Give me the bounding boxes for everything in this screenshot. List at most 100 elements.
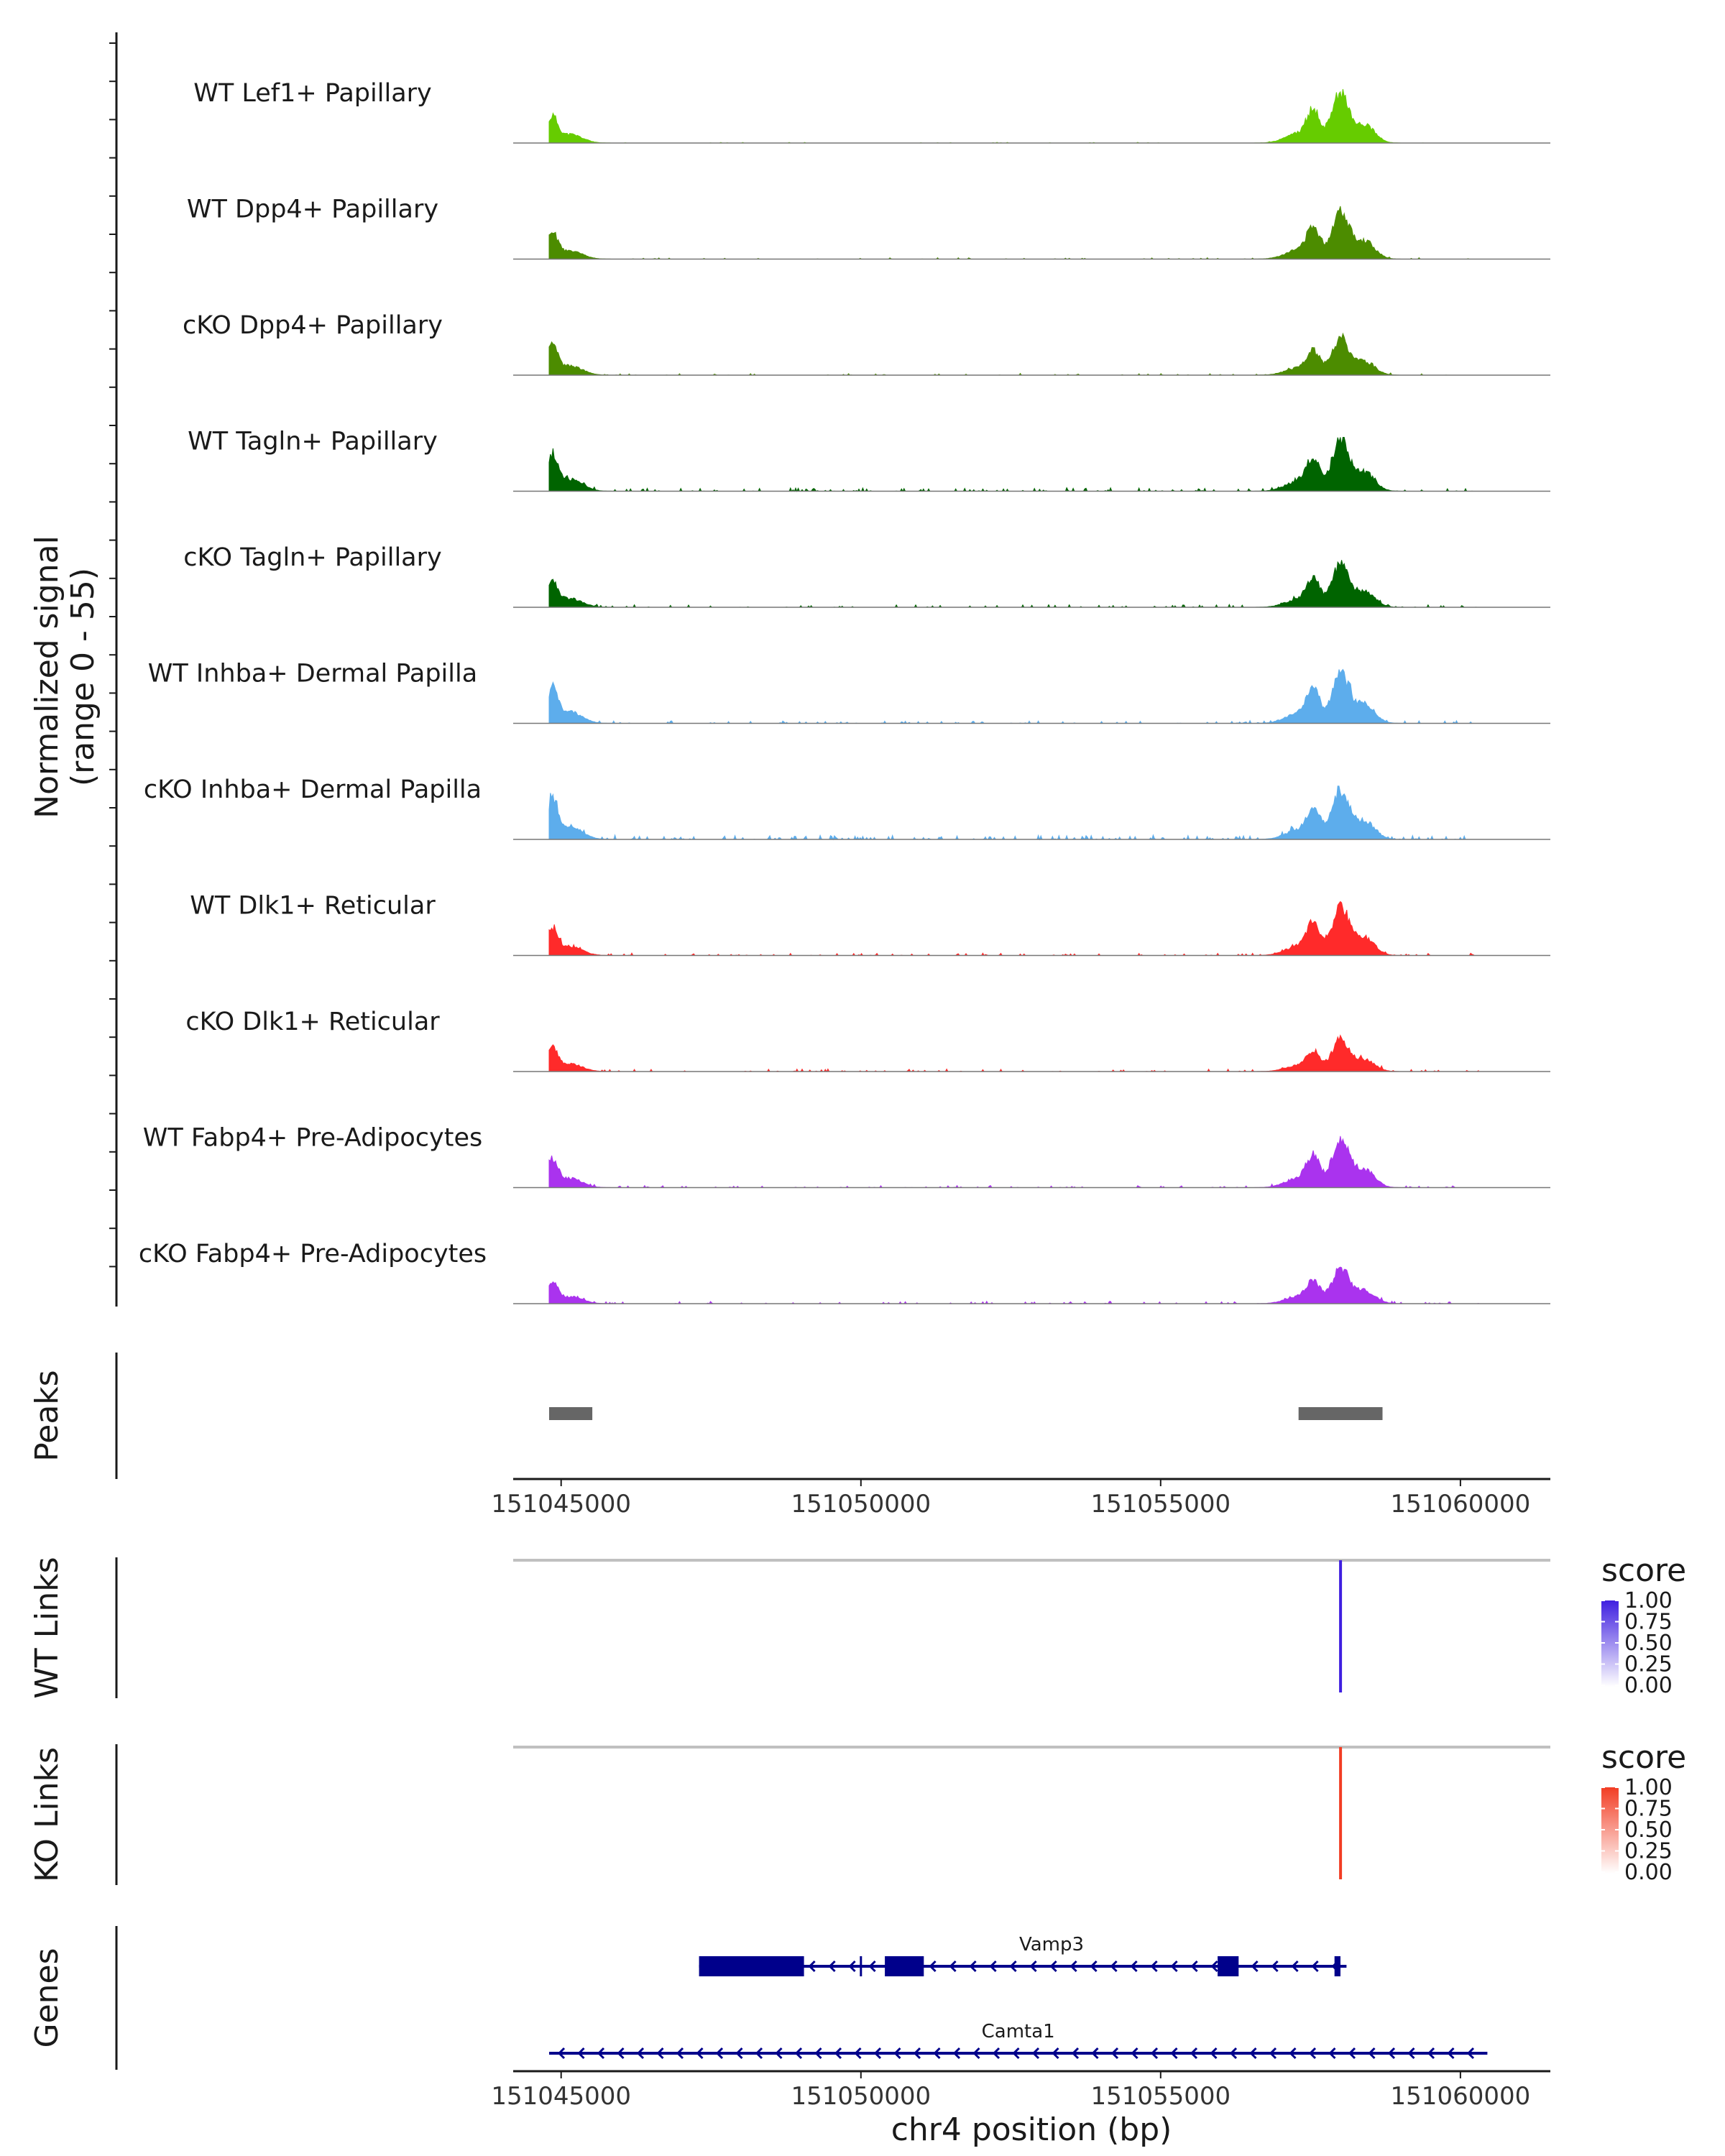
strand-arrow xyxy=(1009,1960,1017,1973)
strand-arrow xyxy=(597,2047,605,2060)
strand-arrow xyxy=(1091,2047,1099,2060)
gene-exon xyxy=(699,1956,804,1976)
strand-arrow xyxy=(636,2047,645,2060)
coverage-area xyxy=(548,88,1478,144)
track-label: cKO Tagln+ Papillary xyxy=(183,543,442,572)
strand-arrow xyxy=(949,1960,957,1973)
strand-arrow xyxy=(696,2047,704,2060)
track-label: WT Fabp4+ Pre-Adipocytes xyxy=(143,1124,482,1153)
strand-arrow xyxy=(1190,1960,1198,1973)
strand-arrow xyxy=(1271,1960,1279,1973)
strand-arrow xyxy=(715,2047,724,2060)
x-axis-top-tick-label: 151050000 xyxy=(791,1490,931,1519)
strand-arrow xyxy=(848,1960,856,1973)
strand-arrow xyxy=(1150,2047,1159,2060)
strand-arrow xyxy=(1012,2047,1020,2060)
gene-models: Vamp3 Camta1 xyxy=(549,1934,1488,2060)
track-label: cKO Dpp4+ Papillary xyxy=(183,311,443,340)
legend-title: score xyxy=(1601,1552,1686,1589)
x-axis-top: 151045000 151050000 151055000 151060000 xyxy=(491,1478,1550,1519)
strand-arrow xyxy=(735,2047,743,2060)
strand-arrow xyxy=(1328,2047,1336,2060)
track-label: cKO Inhba+ Dermal Papilla xyxy=(144,775,482,804)
gene-exon xyxy=(885,1956,924,1976)
strand-arrow xyxy=(1131,2047,1138,2060)
legend-tick-label: 0.75 xyxy=(1624,1797,1673,1822)
strand-arrow xyxy=(1090,1960,1098,1973)
strand-arrow xyxy=(1251,1960,1259,1973)
legend-tick-label: 0.25 xyxy=(1624,1652,1673,1677)
strand-arrow xyxy=(1029,1960,1037,1973)
coverage-area xyxy=(548,206,1478,260)
strand-arrow xyxy=(1210,1960,1218,1973)
strand-arrow xyxy=(1466,2047,1475,2060)
strand-arrow xyxy=(834,2047,842,2060)
strand-arrow xyxy=(969,1960,977,1973)
strand-arrow xyxy=(1150,1960,1158,1973)
legend-tick-label: 0.50 xyxy=(1624,1818,1673,1843)
x-axis-bottom: 151045000 151050000 151055000 151060000 xyxy=(491,2070,1550,2111)
strand-arrow xyxy=(814,2047,822,2060)
peak-region xyxy=(1298,1407,1383,1420)
strand-arrow xyxy=(577,2047,585,2060)
coverage-area xyxy=(548,437,1478,492)
coverage-tracks: WT Lef1+ Papillary WT Dpp4+ Papillary cKO … xyxy=(139,79,1550,1304)
strand-arrow xyxy=(656,2047,664,2060)
strand-arrow xyxy=(1368,2047,1376,2060)
strand-arrow xyxy=(868,1960,876,1973)
strand-arrow xyxy=(873,2047,882,2060)
track-label: WT Inhba+ Dermal Papilla xyxy=(148,660,477,688)
x-axis-bottom-tick-label: 151055000 xyxy=(1090,2082,1230,2111)
strand-arrow xyxy=(1229,2047,1238,2060)
strand-arrow xyxy=(1407,2047,1415,2060)
strand-arrow xyxy=(1190,2047,1198,2060)
x-axis-top-tick-label: 151055000 xyxy=(1090,1490,1230,1519)
track-label: cKO Fabp4+ Pre-Adipocytes xyxy=(139,1240,487,1268)
x-axis-title: chr4 position (bp) xyxy=(891,2111,1172,2148)
coverage-area xyxy=(548,900,1478,957)
strand-arrow xyxy=(1170,2047,1178,2060)
strand-arrow xyxy=(1447,2047,1455,2060)
strand-arrow xyxy=(1427,2047,1435,2060)
track-label: cKO Dlk1+ Reticular xyxy=(185,1008,440,1036)
strand-arrow xyxy=(1348,2047,1356,2060)
legend-tick-label: 0.25 xyxy=(1624,1839,1673,1864)
strand-arrow xyxy=(794,2047,803,2060)
strand-arrow xyxy=(755,2047,763,2060)
strand-arrow xyxy=(1110,1960,1118,1973)
strand-arrow xyxy=(1110,2047,1119,2060)
peak-region xyxy=(549,1407,593,1420)
strand-arrow xyxy=(1311,1960,1319,1973)
strand-arrow xyxy=(1249,2047,1257,2060)
legend-title: score xyxy=(1601,1739,1686,1776)
strand-arrow xyxy=(828,1960,836,1973)
legend-tick-label: 0.75 xyxy=(1624,1610,1673,1635)
coverage-area xyxy=(548,560,1478,608)
gene-exon xyxy=(1218,1956,1239,1976)
coverage-y-axis xyxy=(109,32,118,1307)
coverage-area xyxy=(548,668,1478,724)
legend-tick-label: 0.00 xyxy=(1624,1860,1673,1885)
strand-arrow xyxy=(617,2047,625,2060)
strand-arrow xyxy=(992,2047,1000,2060)
coverage-area xyxy=(548,1135,1478,1189)
strand-arrow xyxy=(1170,1960,1178,1973)
strand-arrow xyxy=(808,1960,816,1973)
strand-arrow xyxy=(1308,2047,1317,2060)
coverage-area xyxy=(548,1034,1479,1073)
coverage-ylabel-line2: (range 0 - 55) xyxy=(65,568,101,786)
legend-tick-label: 1.00 xyxy=(1624,1775,1673,1800)
gene-name: Vamp3 xyxy=(1019,1934,1084,1955)
strand-arrow xyxy=(989,1960,997,1973)
gene-exon xyxy=(1334,1956,1340,1976)
strand-arrow xyxy=(1052,2047,1059,2060)
strand-arrow xyxy=(1049,1960,1057,1973)
strand-arrow xyxy=(893,2047,901,2060)
x-axis-top-tick-label: 151060000 xyxy=(1391,1490,1531,1519)
strand-arrow xyxy=(929,1960,937,1973)
x-axis-bottom-tick-label: 151045000 xyxy=(491,2082,631,2111)
strand-arrow xyxy=(676,2047,684,2060)
strand-arrow xyxy=(1070,1960,1077,1973)
legend-tick-label: 0.50 xyxy=(1624,1631,1673,1656)
